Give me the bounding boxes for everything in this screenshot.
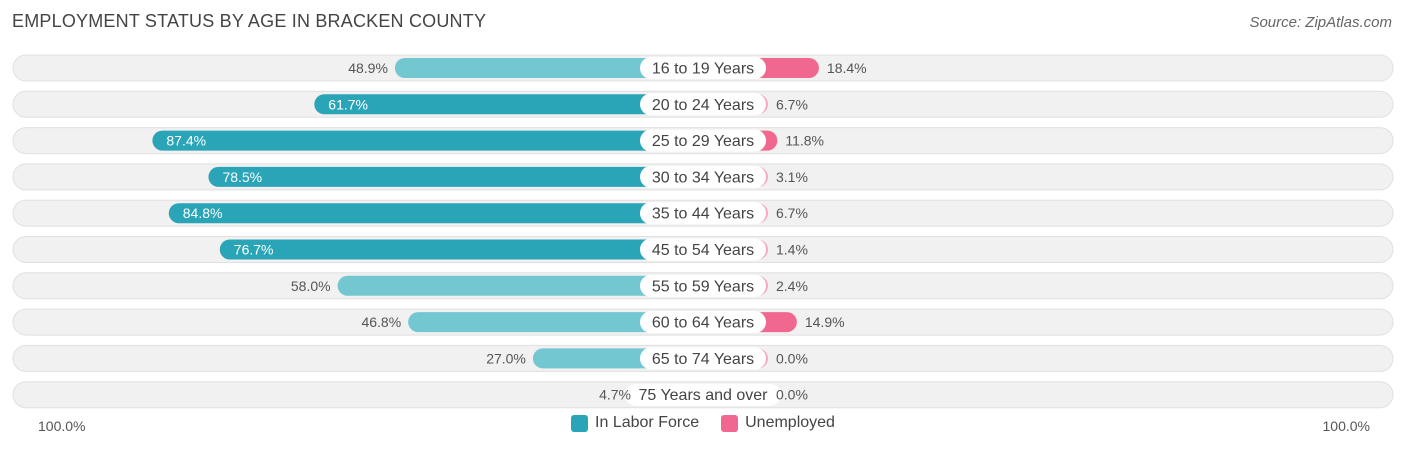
value-label-unemployed: 0.0% <box>776 350 808 366</box>
axis-left-label: 100.0% <box>38 418 86 434</box>
value-label-labor: 4.7% <box>599 387 631 403</box>
value-label-labor: 61.7% <box>328 96 368 112</box>
category-pill <box>640 93 766 116</box>
category-pill <box>640 347 766 370</box>
category-pill <box>640 274 766 297</box>
bar-labor <box>219 239 704 260</box>
category-pill <box>640 165 766 188</box>
value-label-labor: 76.7% <box>234 242 274 258</box>
chart: 16 to 19 Years 48.9% 18.4% 20 to 24 Years 61… <box>12 54 1394 409</box>
category-label: 30 to 34 Years <box>652 169 754 186</box>
category-label: 60 to 64 Years <box>652 315 754 332</box>
axis-right-label: 100.0% <box>1322 418 1370 434</box>
value-label-unemployed: 1.4% <box>776 242 808 258</box>
category-label: 65 to 74 Years <box>652 351 754 368</box>
bar-labor <box>408 312 703 333</box>
category-pill <box>640 238 766 261</box>
value-label-unemployed: 6.7% <box>776 96 808 112</box>
value-label-unemployed: 0.0% <box>776 387 808 403</box>
legend-swatch-labor <box>571 414 589 432</box>
value-label-labor: 46.8% <box>361 314 401 330</box>
bar-labor <box>168 203 703 224</box>
value-label-unemployed: 11.8% <box>785 133 824 149</box>
value-label-unemployed: 2.4% <box>776 278 808 294</box>
bar-labor <box>337 275 703 296</box>
category-label: 45 to 54 Years <box>652 242 754 259</box>
legend: In Labor Force Unemployed <box>0 414 1406 432</box>
value-label-unemployed: 3.1% <box>776 169 808 185</box>
category-pill <box>640 311 766 334</box>
category-label: 35 to 44 Years <box>652 206 754 223</box>
category-label: 20 to 24 Years <box>652 97 754 114</box>
legend-item-labor: In Labor Force <box>571 414 699 432</box>
value-label-labor: 87.4% <box>166 133 206 149</box>
category-pill <box>640 57 766 79</box>
bar-labor <box>208 166 703 187</box>
category-label: 55 to 59 Years <box>652 278 754 295</box>
value-label-unemployed: 14.9% <box>805 314 845 330</box>
value-label-unemployed: 18.4% <box>827 60 867 76</box>
value-label-labor: 58.0% <box>291 278 331 294</box>
value-label-labor: 84.8% <box>183 205 223 221</box>
value-label-labor: 78.5% <box>222 169 262 185</box>
legend-swatch-unemployed <box>721 414 739 432</box>
category-pill <box>625 383 781 406</box>
bar-labor <box>152 130 703 151</box>
source-label: Source: ZipAtlas.com <box>1249 14 1392 31</box>
value-label-labor: 48.9% <box>348 60 388 76</box>
legend-item-unemployed: Unemployed <box>721 414 835 432</box>
category-label: 16 to 19 Years <box>652 61 754 78</box>
bar-labor <box>394 58 703 78</box>
category-label: 75 Years and over <box>639 387 769 404</box>
category-pill <box>640 202 766 225</box>
legend-label-unemployed: Unemployed <box>745 414 835 431</box>
chart-title: EMPLOYMENT STATUS BY AGE IN BRACKEN COUN… <box>12 11 487 31</box>
category-label: 25 to 29 Years <box>652 133 754 150</box>
value-label-labor: 27.0% <box>486 350 526 366</box>
bar-labor <box>314 94 703 115</box>
legend-label-labor: In Labor Force <box>595 414 700 431</box>
category-pill <box>640 129 766 152</box>
value-label-unemployed: 6.7% <box>776 205 808 221</box>
